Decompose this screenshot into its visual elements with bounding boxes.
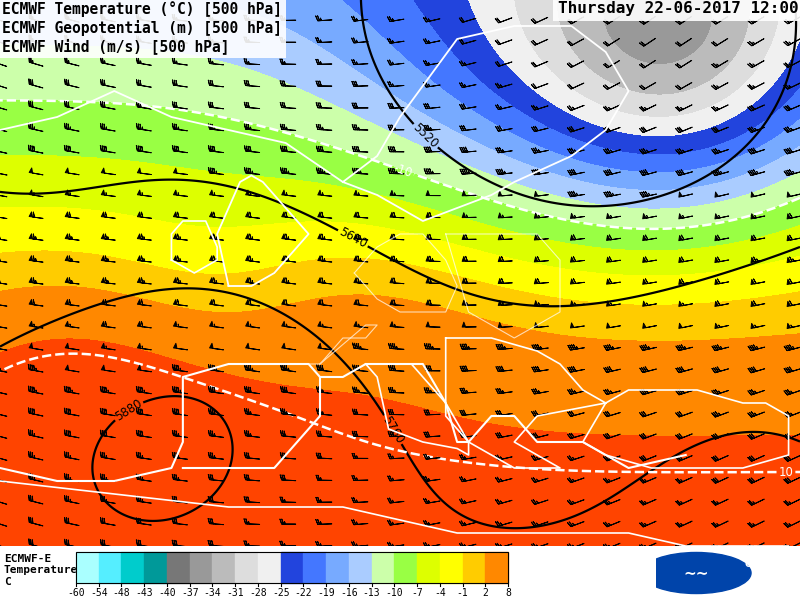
Text: -28: -28 [249,588,266,598]
Text: 10: 10 [778,466,794,479]
Text: -4: -4 [434,588,446,598]
Text: -31: -31 [226,588,244,598]
Text: -10: -10 [386,588,403,598]
Bar [326,553,349,583]
Text: -10: -10 [392,161,414,180]
Text: ECMWF Temperature (°C) [500 hPa]
ECMWF Geopotential (m) [500 hPa]
ECMWF Wind (m/: ECMWF Temperature (°C) [500 hPa] ECMWF G… [2,1,282,54]
Text: 5520: 5520 [410,121,441,151]
Text: -16: -16 [340,588,358,598]
Text: -34: -34 [204,588,222,598]
Text: 5760: 5760 [380,413,406,446]
Text: 5640: 5640 [337,226,369,251]
Bar [190,553,213,583]
Bar [303,553,326,583]
Text: ECMWF-E
Temperature
C: ECMWF-E Temperature C [4,554,78,587]
Bar [394,553,417,583]
Text: -43: -43 [135,588,153,598]
Text: -1: -1 [457,588,469,598]
Text: ∼∼: ∼∼ [683,565,709,581]
Bar [486,553,508,583]
Bar [122,553,144,583]
Text: -19: -19 [318,588,335,598]
Bar [417,553,440,583]
Text: -37: -37 [181,588,198,598]
Bar [76,553,98,583]
Text: 5880: 5880 [112,397,144,424]
Text: 8: 8 [505,588,511,598]
Circle shape [642,553,751,593]
Bar [235,553,258,583]
Bar [213,553,235,583]
Text: OMSZ: OMSZ [745,560,774,569]
Text: -48: -48 [113,588,130,598]
Bar [281,553,303,583]
Text: -7: -7 [411,588,423,598]
Bar [258,553,281,583]
Text: -25: -25 [272,588,290,598]
Text: -54: -54 [90,588,107,598]
Bar [440,553,462,583]
Bar [167,553,190,583]
Text: 2: 2 [482,588,488,598]
Text: Thursday 22-06-2017 12:00: Thursday 22-06-2017 12:00 [558,1,798,16]
Text: -60: -60 [67,588,85,598]
Text: -22: -22 [294,588,312,598]
Text: -40: -40 [158,588,176,598]
Bar [144,553,167,583]
Bar [349,553,371,583]
Bar [462,553,486,583]
Text: -13: -13 [362,588,380,598]
Bar [98,553,122,583]
Bar [371,553,394,583]
